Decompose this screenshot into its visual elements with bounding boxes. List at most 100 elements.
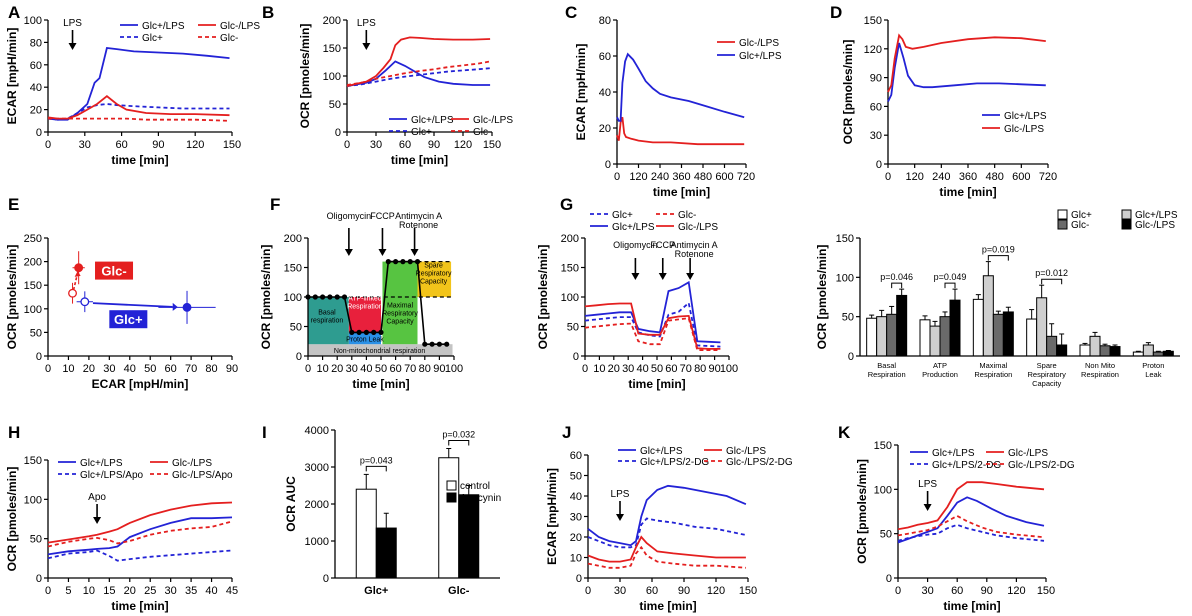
panel-K: 0 50 100 150 0 30 60 90 120 150 time [min] OCR [pmo… bbox=[855, 440, 1075, 613]
panel-letter-E: E bbox=[8, 195, 19, 214]
bar bbox=[1142, 344, 1154, 357]
region-label: Proton Leak bbox=[346, 336, 384, 343]
y-tick-label: 0 bbox=[605, 159, 611, 171]
y-tick-label: 3000 bbox=[305, 462, 329, 474]
region-label: Basal respiration bbox=[311, 310, 344, 325]
x-tick-label: 0 bbox=[582, 363, 588, 375]
scatter-point bbox=[80, 297, 90, 307]
y-tick-label: 0 bbox=[848, 351, 854, 363]
x-tick-label: 10 bbox=[593, 363, 605, 375]
bar bbox=[438, 457, 460, 579]
series-line-Glc-LPS bbox=[346, 60, 491, 87]
x-tick-label: 30 bbox=[103, 363, 115, 375]
x-tick-label: 20 bbox=[83, 363, 95, 375]
y-tick-label: 60 bbox=[870, 101, 882, 113]
series-line-Glc-LPS bbox=[584, 302, 721, 350]
trajectory-arrow bbox=[92, 302, 173, 308]
x-axis-title: time [min] bbox=[653, 185, 710, 199]
injection-label: Antimycin A Rotenone bbox=[395, 211, 442, 230]
legend-label: Glc+/LPS bbox=[411, 115, 454, 126]
series-line-Glc-LPS bbox=[587, 535, 746, 563]
y-tick-label: 50 bbox=[567, 322, 579, 334]
y-tick-label: 200 bbox=[323, 15, 341, 27]
schematic-point bbox=[444, 341, 450, 347]
panel-E: 0 50 100 150 200 250 0 10 20 30 40 50 60 70 80 90 ECAR [… bbox=[5, 233, 238, 391]
y-tick-label: 0 bbox=[876, 159, 882, 171]
y-tick-label: 0 bbox=[573, 351, 579, 363]
bar bbox=[1099, 345, 1111, 357]
y-axis-title: OCR [pmoles/min] bbox=[5, 245, 19, 350]
x-tick-label: 30 bbox=[614, 585, 626, 597]
x-axis-title: time [min] bbox=[943, 599, 1000, 613]
x-tick-label: 30 bbox=[346, 363, 358, 375]
x-tick-label: 50 bbox=[375, 363, 387, 375]
x-tick-label: 0 bbox=[885, 171, 891, 183]
x-tick-label: 90 bbox=[708, 363, 720, 375]
y-tick-label: 100 bbox=[323, 71, 341, 83]
group-label-box bbox=[109, 310, 148, 329]
trajectory-arrow-head bbox=[172, 302, 178, 311]
series-line-Glc- bbox=[48, 117, 230, 122]
y-tick-label: 150 bbox=[836, 233, 854, 245]
legend-label: Apocynin bbox=[460, 493, 501, 504]
annotation-label: LPS bbox=[63, 18, 82, 29]
panel-B: 0 50 100 150 200 0 30 60 90 120 150 time [min] OCR [… bbox=[298, 15, 513, 167]
arrow-head bbox=[378, 249, 387, 256]
legend-label: Glc+/LPS/2-DG bbox=[932, 460, 1001, 471]
legend-label: Glc- bbox=[678, 210, 696, 221]
x-tick-label: 20 bbox=[331, 363, 343, 375]
x-axis-title: time [min] bbox=[939, 185, 996, 199]
schematic-point bbox=[305, 294, 311, 300]
schematic-point bbox=[385, 259, 391, 265]
arrow-head bbox=[686, 273, 695, 280]
schematic-point bbox=[407, 259, 413, 265]
x-tick-label: 45 bbox=[226, 585, 238, 597]
x-tick-label: 100 bbox=[720, 363, 738, 375]
x-tick-label: 70 bbox=[680, 363, 692, 375]
x-tick-label: 120 bbox=[629, 171, 647, 183]
x-tick-label: 15 bbox=[103, 585, 115, 597]
x-tick-label: 60 bbox=[165, 363, 177, 375]
panel-letter-K: K bbox=[838, 423, 851, 442]
significance-bracket bbox=[987, 255, 1009, 261]
y-axis-title: OCR AUC bbox=[284, 476, 298, 532]
bar bbox=[896, 294, 908, 357]
schematic-point bbox=[371, 329, 377, 335]
panel-I: Glc+ Glc- 0 1000 2000 3000 4000 OCR AUC p=0.043 p… bbox=[284, 425, 501, 597]
x-tick-label: 20 bbox=[124, 585, 136, 597]
y-tick-label: 100 bbox=[561, 292, 579, 304]
x-tick-label: 0 bbox=[45, 585, 51, 597]
legend-label: Glc- bbox=[220, 33, 238, 44]
bar bbox=[458, 494, 480, 579]
arrow-head bbox=[923, 504, 932, 511]
y-tick-label: 120 bbox=[864, 44, 882, 56]
schematic-point bbox=[320, 294, 326, 300]
legend-label: Glc+/LPS bbox=[1004, 111, 1047, 122]
legend-label: Glc-/LPS bbox=[220, 21, 260, 32]
y-axis-title: OCR [pmoles/min] bbox=[855, 459, 869, 564]
region-label: Maximal Respiratory Capacity bbox=[382, 303, 418, 326]
y-tick-label: 0 bbox=[576, 573, 582, 585]
x-tick-label: 40 bbox=[360, 363, 372, 375]
bar bbox=[929, 325, 941, 357]
legend-swatch bbox=[1057, 209, 1068, 220]
legend-label: control bbox=[460, 481, 490, 492]
legend-label: Glc- bbox=[1071, 220, 1089, 231]
series-line-Glc- bbox=[346, 60, 491, 86]
y-tick-label: 2000 bbox=[305, 499, 329, 511]
y-tick-label: 200 bbox=[284, 233, 302, 245]
x-tick-label: 150 bbox=[223, 139, 241, 151]
region-atp bbox=[348, 297, 381, 333]
arrow-head bbox=[68, 43, 77, 50]
x-tick-label: 150 bbox=[1037, 585, 1055, 597]
y-tick-label: 80 bbox=[30, 37, 42, 49]
arrow-head bbox=[631, 273, 640, 280]
y-tick-label: 60 bbox=[30, 60, 42, 72]
legend-label: Glc+/LPS bbox=[1135, 210, 1178, 221]
y-tick-label: 4000 bbox=[305, 425, 329, 437]
bar bbox=[355, 488, 377, 579]
bar bbox=[866, 317, 878, 357]
panel-letter-A: A bbox=[8, 3, 20, 22]
panel-C: 0 20 40 60 80 0 120 240 360 480 600 720 time [min] EC… bbox=[574, 15, 782, 199]
panel-letter-I: I bbox=[262, 423, 267, 442]
